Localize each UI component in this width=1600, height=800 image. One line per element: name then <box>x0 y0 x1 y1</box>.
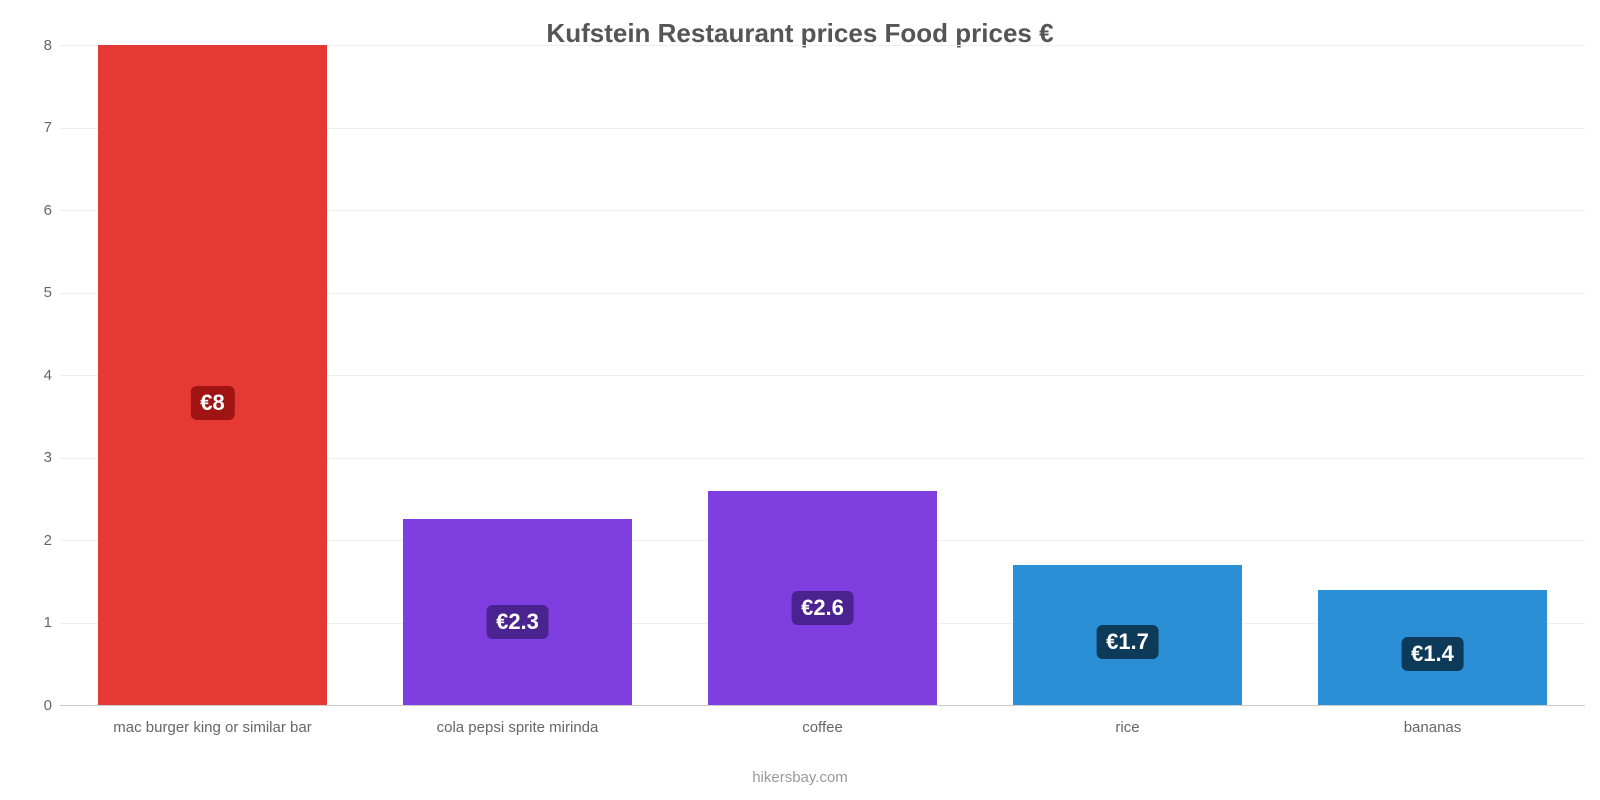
x-axis-baseline <box>60 705 1585 706</box>
y-tick-label: 8 <box>12 37 52 54</box>
y-tick-label: 0 <box>12 697 52 714</box>
value-badge: €1.4 <box>1401 637 1464 671</box>
x-tick-label: mac burger king or similar bar <box>60 719 365 736</box>
x-tick-label: bananas <box>1280 719 1585 736</box>
y-tick-label: 6 <box>12 202 52 219</box>
x-tick-label: coffee <box>670 719 975 736</box>
chart-footer: hikersbay.com <box>0 769 1600 786</box>
plot-area: 012345678€8mac burger king or similar ba… <box>60 45 1585 705</box>
x-tick-label: rice <box>975 719 1280 736</box>
y-tick-label: 7 <box>12 119 52 136</box>
x-tick-label: cola pepsi sprite mirinda <box>365 719 670 736</box>
y-tick-label: 3 <box>12 449 52 466</box>
value-badge: €8 <box>190 386 234 420</box>
y-tick-label: 1 <box>12 614 52 631</box>
y-tick-label: 4 <box>12 367 52 384</box>
y-tick-label: 5 <box>12 284 52 301</box>
y-tick-label: 2 <box>12 532 52 549</box>
value-badge: €2.3 <box>486 605 549 639</box>
chart-container: Kufstein Restaurant prices Food prices €… <box>0 0 1600 800</box>
value-badge: €1.7 <box>1096 625 1159 659</box>
value-badge: €2.6 <box>791 591 854 625</box>
bar <box>98 45 327 705</box>
